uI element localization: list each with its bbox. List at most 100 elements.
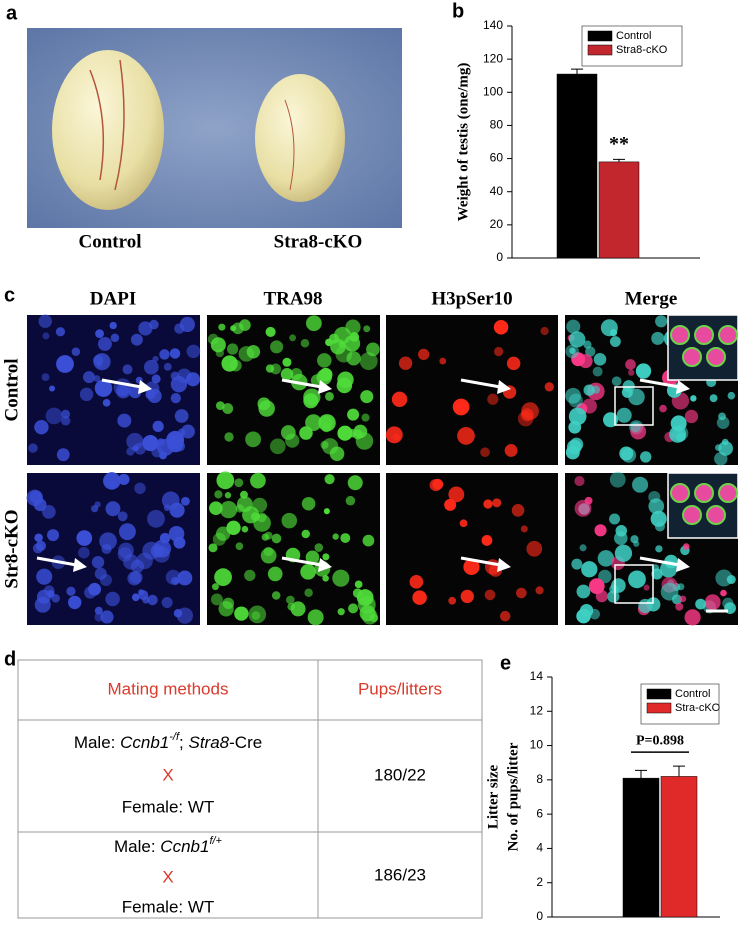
nucleus (568, 393, 583, 408)
nucleus (347, 475, 363, 491)
nucleus (706, 505, 726, 525)
nucleus (151, 374, 161, 384)
nucleus (41, 373, 50, 382)
nucleus (300, 564, 316, 580)
nucleus (91, 556, 105, 569)
row-label: Control (1, 359, 22, 422)
photo-label: Control (79, 231, 142, 252)
nucleus (651, 568, 663, 580)
nucleus (270, 340, 284, 354)
gene: Ccnb1 (120, 733, 169, 752)
nucleus (345, 319, 361, 335)
nucleus (290, 601, 306, 617)
column-label: TRA98 (263, 288, 322, 309)
nucleus (174, 409, 189, 423)
nucleus (459, 519, 468, 528)
y-tick-label: 0 (496, 250, 503, 264)
nucleus (439, 357, 447, 365)
nucleus (143, 359, 159, 375)
nucleus (452, 398, 470, 416)
nucleus (544, 382, 554, 392)
nucleus (718, 441, 733, 456)
nucleus (290, 367, 303, 380)
nucleus (147, 594, 158, 606)
nucleus (520, 525, 528, 533)
nucleus (117, 511, 128, 522)
nucleus (307, 609, 324, 626)
nucleus (344, 335, 361, 352)
y-tick-label: 2 (536, 875, 543, 889)
arrow-head (676, 380, 690, 394)
nucleus (628, 570, 646, 589)
nucleus (314, 543, 324, 552)
nucleus (340, 533, 351, 544)
nucleus (253, 514, 271, 532)
gene: Ccnb1 (160, 837, 209, 856)
text: Male: (74, 733, 120, 752)
nucleus (493, 320, 509, 335)
nucleus (718, 483, 738, 503)
nucleus (79, 387, 94, 402)
nucleus (492, 498, 502, 508)
nucleus (267, 566, 283, 582)
nucleus (159, 349, 170, 360)
nucleus (306, 315, 322, 332)
nucleus (682, 543, 690, 550)
nucleus (94, 606, 103, 615)
nucleus (619, 446, 634, 461)
nucleus (581, 561, 598, 578)
nucleus (345, 495, 356, 506)
nucleus (621, 386, 633, 398)
column-label: Merge (625, 288, 678, 309)
nucleus (453, 404, 461, 412)
nucleus (235, 542, 244, 551)
nucleus (289, 334, 297, 342)
nucleus (329, 446, 345, 462)
nucleus (209, 501, 223, 515)
nucleus (704, 594, 721, 611)
nucleus (301, 496, 316, 511)
nucleus (511, 504, 525, 517)
nucleus (170, 371, 180, 381)
nucleus (484, 589, 496, 601)
nucleus (102, 398, 111, 407)
nucleus (232, 322, 244, 335)
nucleus (583, 384, 595, 396)
nucleus (720, 589, 727, 597)
nucleus (66, 586, 76, 596)
nucleus (218, 323, 226, 331)
nucleus (214, 490, 223, 499)
nucleus (186, 344, 201, 359)
legend-swatch (646, 702, 672, 714)
arrow-head (497, 558, 511, 572)
nucleus (332, 533, 339, 540)
nucleus (684, 609, 701, 626)
nucleus (169, 348, 181, 359)
nucleus (568, 407, 587, 426)
nucleus (332, 569, 350, 587)
nucleus (258, 400, 275, 417)
nucleus (152, 420, 164, 433)
nucleus (147, 509, 165, 528)
nucleus (208, 543, 218, 553)
nucleus (348, 429, 357, 438)
nucleus (215, 526, 231, 541)
nucleus (32, 543, 44, 554)
text: ; (179, 733, 188, 752)
inset (667, 314, 739, 381)
inset (667, 472, 739, 539)
nucleus (94, 612, 104, 622)
nucleus (628, 369, 635, 376)
nucleus (360, 390, 374, 404)
nucleus (361, 413, 370, 422)
y-tick-label: 100 (483, 84, 503, 98)
photo-label: Stra8-cKO (274, 231, 363, 252)
table-cell: Female: WT (122, 897, 215, 916)
nucleus (499, 610, 511, 622)
table-cell: 186/23 (374, 865, 426, 884)
nucleus (448, 596, 457, 605)
nucleus (56, 355, 74, 373)
nucleus (336, 377, 353, 394)
error-bar (613, 158, 625, 162)
nucleus (215, 348, 225, 358)
